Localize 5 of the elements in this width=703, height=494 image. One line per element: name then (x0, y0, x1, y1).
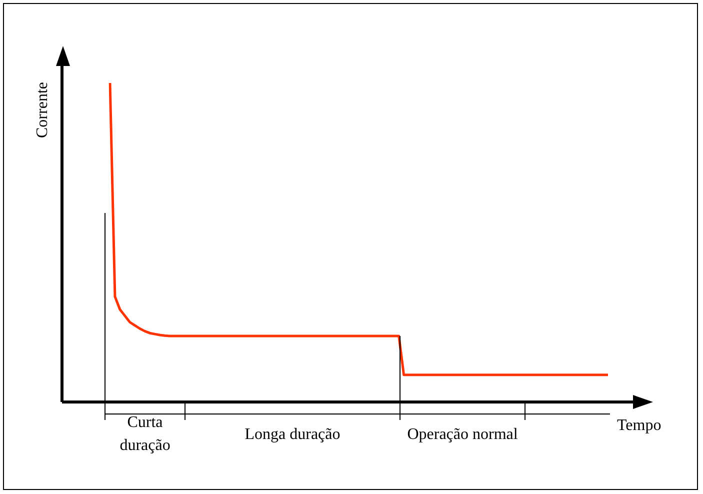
text: Longa duração (244, 426, 340, 444)
x-axis-title: Tempo (617, 417, 662, 434)
text: Operação normal (407, 426, 518, 444)
y-axis-title: Corrente (34, 82, 52, 138)
text: Curta duração (120, 414, 170, 454)
